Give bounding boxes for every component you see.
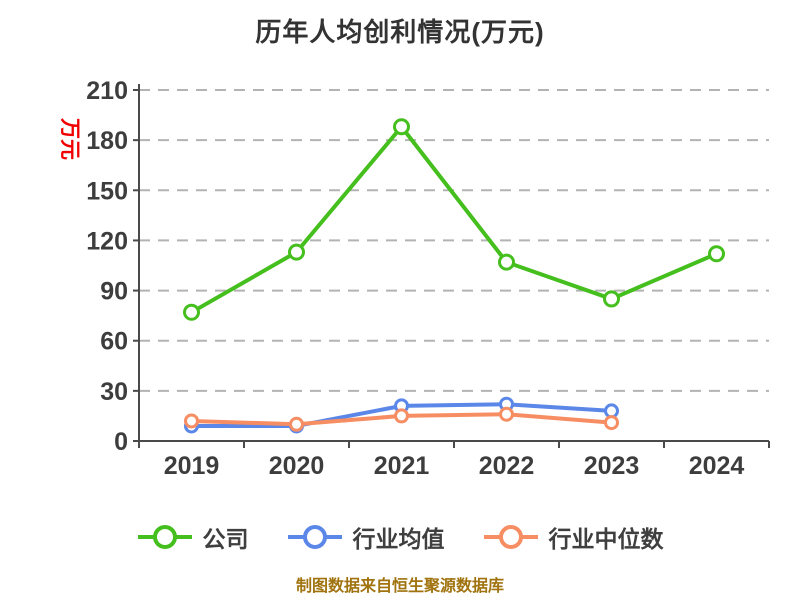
svg-text:90: 90 (100, 278, 128, 306)
svg-text:2023: 2023 (584, 452, 640, 480)
company-line-marker-icon (137, 525, 192, 549)
industry-median-line-marker-icon (483, 525, 538, 549)
legend-label-company: 公司 (202, 526, 249, 552)
legend-label-industry-median: 行业中位数 (548, 526, 664, 552)
legend-label-industry-mean: 行业均值 (352, 526, 445, 552)
svg-text:150: 150 (86, 177, 128, 205)
svg-text:60: 60 (100, 328, 128, 356)
legend-item-company[interactable]: 公司 (137, 520, 249, 554)
chart-title: 历年人均创利情况(万元) (255, 17, 545, 47)
svg-text:120: 120 (86, 227, 128, 255)
svg-text:180: 180 (86, 127, 128, 155)
industry-mean-line-marker-icon (287, 525, 342, 549)
svg-text:2020: 2020 (269, 452, 325, 480)
svg-text:30: 30 (100, 378, 128, 406)
svg-text:210: 210 (86, 77, 128, 105)
svg-text:2019: 2019 (164, 452, 220, 480)
svg-text:2022: 2022 (479, 452, 535, 480)
legend-item-industry-median[interactable]: 行业中位数 (483, 520, 664, 554)
legend: 公司 行业均值 行业中位数 (0, 520, 800, 554)
svg-text:2024: 2024 (689, 452, 745, 480)
data-source-note: 制图数据来自恒生聚源数据库 (295, 578, 504, 595)
legend-item-industry-mean[interactable]: 行业均值 (287, 520, 445, 554)
svg-text:0: 0 (114, 428, 128, 456)
svg-text:2021: 2021 (374, 452, 430, 480)
